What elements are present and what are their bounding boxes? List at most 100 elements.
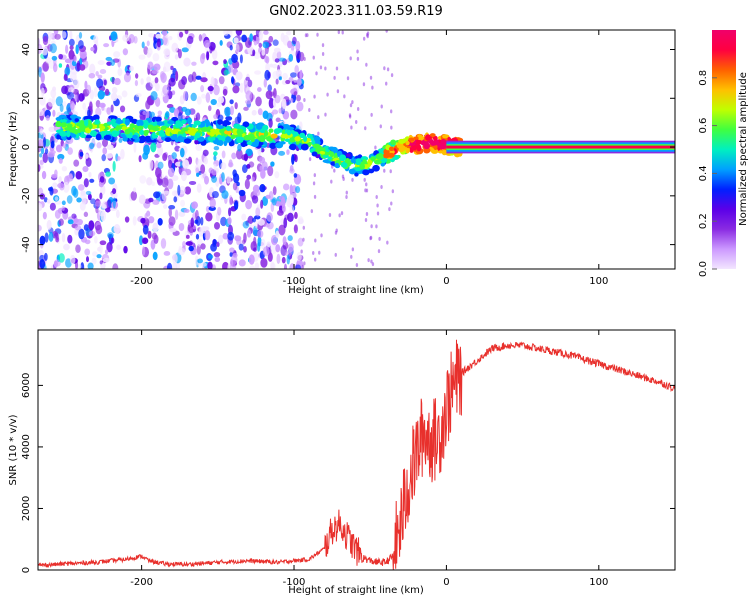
noise-cell	[211, 48, 218, 60]
noise-cell	[112, 263, 119, 269]
colorbar-tick-label: 0.6	[698, 118, 709, 134]
noise-cell	[321, 52, 325, 57]
noise-cell	[297, 237, 304, 247]
noise-cell	[42, 61, 50, 72]
noise-cell	[206, 50, 210, 61]
noise-cell	[62, 101, 67, 107]
noise-cell	[227, 231, 235, 241]
x-tick-label: -200	[130, 276, 153, 287]
noise-cell	[200, 226, 207, 234]
noise-cell	[149, 80, 156, 88]
noise-cell	[79, 151, 84, 157]
noise-cell	[162, 84, 170, 96]
noise-cell	[181, 47, 189, 53]
ridge-cell	[56, 120, 61, 125]
ridge-cell	[225, 136, 232, 143]
noise-cell	[313, 194, 317, 199]
noise-cell	[365, 62, 368, 67]
noise-cell	[257, 218, 265, 226]
ridge-cell	[217, 119, 224, 125]
noise-cell	[260, 238, 266, 250]
noise-cell	[185, 241, 193, 246]
noise-cell	[217, 114, 224, 121]
noise-cell	[259, 184, 266, 193]
noise-cell	[239, 82, 244, 94]
noise-cell	[81, 197, 87, 205]
noise-cell	[188, 245, 194, 252]
noise-cell	[301, 264, 305, 269]
noise-cell	[141, 246, 146, 256]
noise-cell	[270, 161, 275, 167]
ridge-cell	[423, 142, 431, 150]
noise-cell	[389, 169, 392, 174]
noise-cell	[274, 58, 280, 63]
noise-cell	[89, 63, 96, 75]
noise-cell	[386, 240, 389, 245]
noise-cell	[46, 199, 51, 204]
ridge-cell	[142, 119, 149, 127]
noise-cell	[336, 89, 340, 94]
noise-cell	[66, 174, 74, 182]
noise-cell	[39, 96, 46, 106]
noise-cell	[51, 173, 58, 179]
noise-cell	[153, 191, 161, 199]
noise-cell	[313, 94, 316, 99]
noise-cell	[140, 217, 146, 224]
noise-cell	[251, 194, 259, 204]
noise-cell	[69, 45, 74, 51]
noise-cell	[53, 62, 58, 73]
noise-cell	[350, 254, 353, 259]
noise-cell	[104, 88, 110, 96]
noise-cell	[168, 207, 173, 218]
ridge-cell	[132, 134, 138, 140]
noise-cell	[39, 193, 45, 200]
noise-cell	[69, 254, 76, 265]
noise-cell	[105, 153, 113, 159]
noise-cell	[106, 107, 111, 115]
noise-cell	[134, 80, 139, 87]
noise-cell	[163, 61, 171, 73]
noise-cell	[188, 180, 197, 185]
noise-cell	[147, 61, 154, 70]
noise-cell	[40, 72, 45, 83]
noise-cell	[221, 150, 226, 159]
colorbar: 0.0 0.2 0.4 0.6 0.8 Normalized spectral ampl…	[698, 30, 749, 277]
noise-cell	[378, 236, 381, 241]
noise-cell	[356, 107, 360, 112]
noise-cell	[38, 139, 44, 149]
noise-cell	[186, 35, 194, 45]
ridge-cell	[84, 119, 89, 127]
noise-cell	[268, 35, 274, 43]
noise-cell	[204, 175, 210, 185]
ridge-cell	[217, 139, 224, 147]
noise-cell	[275, 117, 281, 123]
x-tick-label: -100	[283, 577, 306, 588]
noise-cell	[207, 85, 214, 92]
ridge-cell	[387, 152, 395, 158]
noise-cell	[272, 186, 277, 196]
noise-cell	[362, 36, 366, 41]
noise-cell	[146, 177, 153, 186]
noise-cell	[278, 224, 286, 236]
noise-cell	[63, 73, 68, 82]
noise-cell	[157, 38, 162, 48]
noise-cell	[278, 108, 282, 114]
noise-cell	[38, 109, 44, 117]
noise-cell	[71, 213, 77, 219]
noise-cell	[318, 250, 321, 255]
noise-cell	[317, 131, 320, 136]
noise-cell	[298, 51, 305, 62]
noise-cell	[39, 259, 46, 269]
noise-cell	[293, 78, 298, 83]
noise-cell	[101, 203, 106, 211]
noise-cell	[64, 66, 71, 76]
ridge-cell	[115, 117, 122, 123]
noise-cell	[96, 142, 102, 149]
noise-cell	[303, 98, 306, 103]
noise-cell	[370, 112, 373, 117]
noise-cell	[108, 177, 116, 185]
noise-cell	[58, 53, 64, 60]
noise-cell	[75, 244, 81, 253]
colorbar-label: Normalized spectral amplitude	[738, 72, 749, 226]
ridge-cell	[268, 128, 274, 133]
